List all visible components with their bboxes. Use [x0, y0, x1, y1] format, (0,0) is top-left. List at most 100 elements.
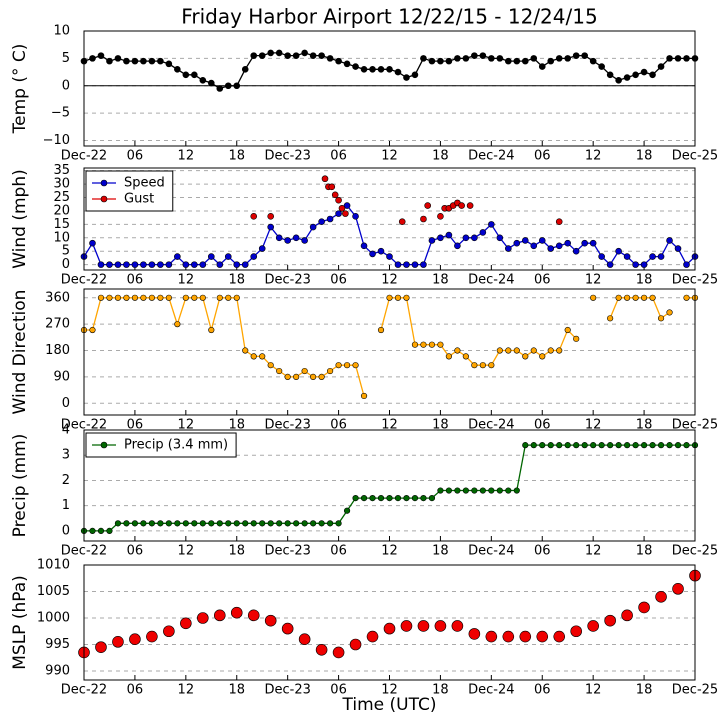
data-point — [163, 625, 175, 638]
data-point — [564, 442, 571, 449]
data-point — [674, 442, 682, 449]
data-point — [267, 49, 274, 57]
data-point — [505, 487, 512, 494]
data-point — [352, 213, 359, 220]
plot-frame — [83, 30, 696, 147]
x-tick-label: Dec-22 — [61, 273, 107, 288]
data-point — [683, 442, 690, 449]
data-point — [191, 294, 198, 301]
data-point — [328, 183, 336, 191]
y-tick-label: 0 — [62, 78, 70, 93]
data-point — [632, 261, 639, 268]
x-tick-label: 06 — [534, 683, 551, 698]
y-axis-label: MSLP (hPa) — [10, 575, 30, 670]
data-point — [335, 520, 342, 527]
x-tick-label: 12 — [585, 683, 602, 698]
data-point — [174, 66, 181, 73]
y-tick-label: 1000 — [37, 610, 70, 625]
data-point — [479, 52, 487, 59]
data-point — [530, 442, 537, 449]
x-tick-label: Dec-24 — [468, 418, 514, 433]
data-point — [275, 234, 283, 242]
x-tick-label: 06 — [330, 149, 347, 164]
data-point — [683, 261, 690, 268]
data-point — [445, 353, 453, 360]
data-point — [199, 261, 207, 268]
data-point — [640, 294, 648, 301]
data-point — [131, 57, 139, 65]
y-tick-label: 5 — [62, 51, 70, 66]
x-tick-label: 06 — [330, 544, 347, 559]
data-point — [479, 229, 487, 236]
x-tick-label: 18 — [432, 544, 449, 559]
data-point — [496, 55, 504, 62]
data-point — [488, 221, 495, 228]
x-tick-label: 18 — [228, 149, 245, 164]
plot-frame — [83, 288, 696, 416]
data-point — [284, 237, 291, 244]
data-point — [148, 57, 156, 65]
x-tick-label: 06 — [534, 418, 551, 433]
data-point — [199, 76, 207, 84]
data-point — [394, 261, 402, 268]
data-point — [570, 625, 582, 638]
x-tick-label: 06 — [534, 273, 551, 288]
data-point — [216, 520, 223, 527]
legend-label: Gust — [124, 192, 154, 207]
data-point — [318, 520, 325, 527]
plot-frame — [83, 167, 696, 271]
data-point — [488, 362, 495, 369]
data-point — [555, 55, 563, 62]
data-point — [258, 245, 266, 252]
data-point — [649, 71, 656, 79]
data-point — [573, 442, 580, 449]
data-point — [182, 261, 190, 268]
data-point — [666, 55, 673, 62]
data-point — [437, 213, 444, 220]
y-tick-label: 180 — [45, 343, 70, 358]
data-point — [331, 191, 339, 199]
data-point — [649, 442, 656, 449]
data-point — [180, 617, 192, 630]
x-tick-label: 12 — [178, 273, 195, 288]
data-point — [146, 630, 158, 643]
data-point — [606, 261, 614, 268]
data-point — [424, 202, 431, 209]
series-line — [84, 297, 695, 397]
data-point — [276, 520, 283, 527]
data-point — [335, 196, 342, 204]
data-point — [250, 520, 257, 527]
data-point — [89, 239, 96, 247]
data-point — [386, 253, 393, 260]
data-point — [657, 253, 665, 260]
data-point — [197, 612, 209, 624]
data-point — [632, 71, 639, 79]
data-point — [428, 237, 436, 244]
data-point — [352, 495, 359, 502]
data-point — [208, 326, 215, 334]
x-tick-label: 18 — [636, 273, 653, 288]
data-point — [310, 520, 317, 527]
data-point — [174, 520, 181, 527]
data-point — [242, 347, 249, 354]
data-point — [462, 234, 470, 242]
data-point — [462, 487, 469, 494]
data-point — [114, 520, 122, 527]
data-point — [114, 55, 122, 62]
data-point — [437, 57, 444, 65]
y-tick-label: 270 — [45, 317, 70, 332]
data-point — [174, 321, 181, 328]
data-point — [165, 261, 173, 268]
data-point — [411, 341, 419, 348]
data-point — [369, 250, 376, 258]
data-point — [123, 261, 130, 268]
data-point — [587, 620, 599, 632]
x-tick-label: Dec-25 — [672, 418, 718, 433]
data-point — [604, 614, 616, 627]
data-point — [411, 261, 419, 268]
data-point — [539, 353, 546, 360]
data-point — [301, 49, 308, 57]
data-point — [284, 520, 291, 527]
data-point — [315, 643, 328, 656]
data-point — [632, 442, 639, 449]
